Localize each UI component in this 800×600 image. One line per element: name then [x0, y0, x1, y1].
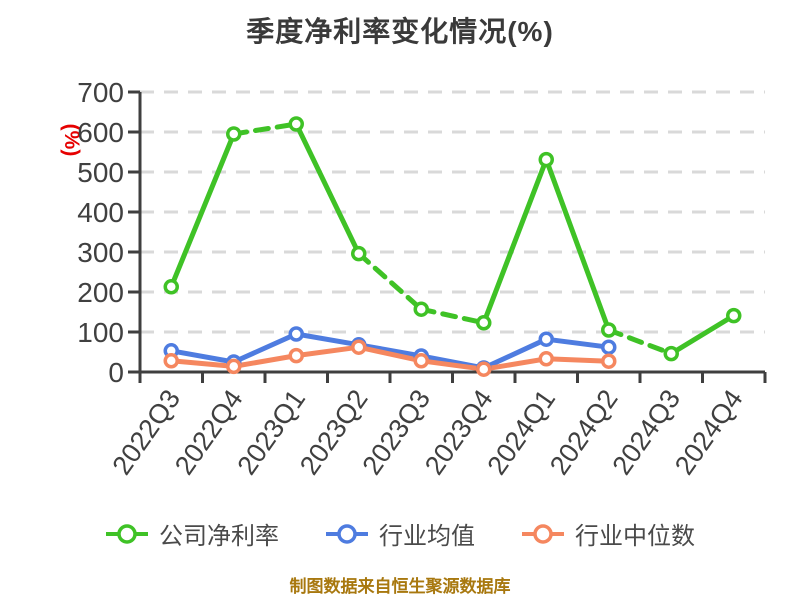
legend-label: 行业均值 — [379, 523, 475, 550]
data-source-note: 制图数据来自恒生聚源数据库 — [289, 577, 511, 596]
svg-text:700: 700 — [77, 77, 124, 108]
legend-item-industry-mean: 行业均值 — [325, 516, 475, 551]
legend-item-company-net-margin: 公司净利率 — [105, 516, 279, 551]
legend-marker-line-icon — [106, 523, 148, 544]
legend: 公司净利率 行业均值 行业中位数 — [0, 516, 800, 551]
legend-label: 公司净利率 — [159, 523, 279, 550]
legend-item-industry-median: 行业中位数 — [521, 516, 695, 551]
svg-text:300: 300 — [77, 237, 124, 268]
svg-text:100: 100 — [77, 317, 124, 348]
chart-title: 季度净利率变化情况(%) — [246, 16, 554, 47]
legend-marker-line-icon — [326, 523, 368, 544]
svg-text:0: 0 — [108, 357, 124, 388]
legend-marker-line-icon — [522, 523, 564, 544]
legend-label: 行业中位数 — [575, 523, 695, 550]
svg-text:500: 500 — [77, 157, 124, 188]
svg-text:200: 200 — [77, 277, 124, 308]
svg-text:400: 400 — [77, 197, 124, 228]
svg-text:600: 600 — [77, 117, 124, 148]
plot-area: 01002003004005006007002022Q32022Q42023Q1… — [77, 77, 767, 480]
